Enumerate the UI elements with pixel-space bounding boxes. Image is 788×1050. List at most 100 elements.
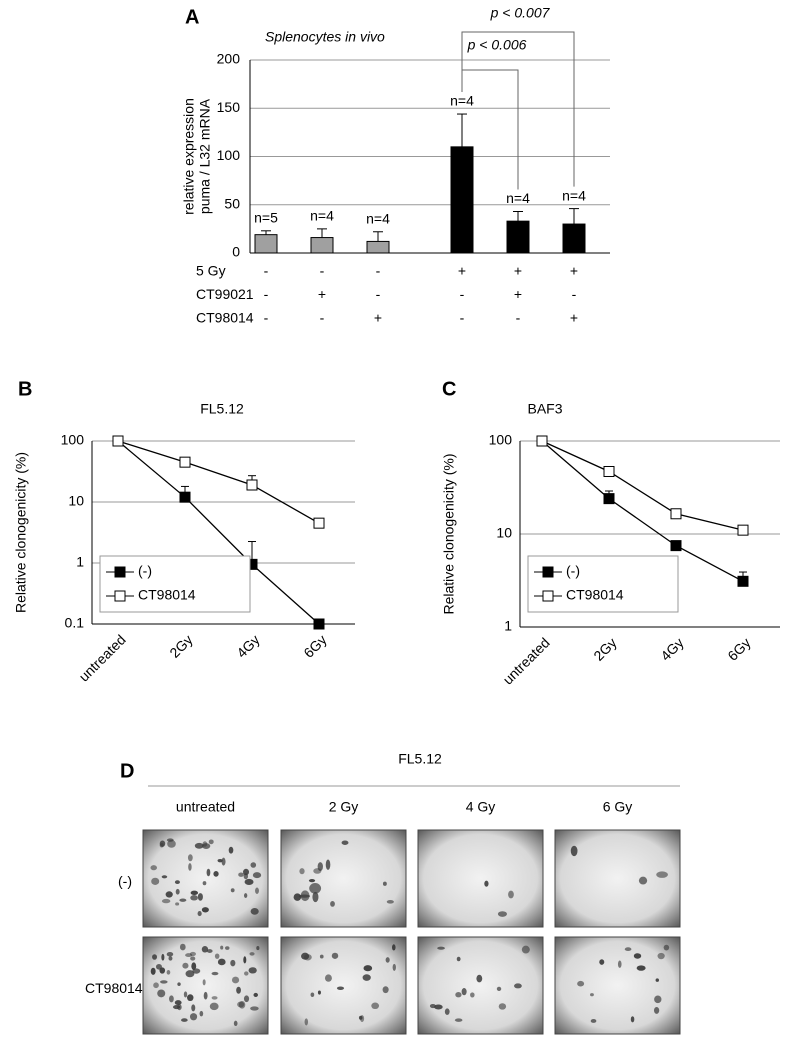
treatment-sign: - bbox=[264, 263, 269, 279]
colony bbox=[371, 1002, 380, 1010]
colony bbox=[456, 956, 461, 962]
colony bbox=[454, 1018, 463, 1022]
colony bbox=[220, 945, 224, 950]
colony bbox=[599, 959, 605, 965]
colony bbox=[175, 902, 180, 906]
colony bbox=[484, 880, 489, 887]
colony bbox=[202, 881, 207, 886]
marker bbox=[112, 435, 124, 447]
colony bbox=[624, 947, 632, 951]
colony bbox=[325, 859, 331, 870]
colony bbox=[166, 838, 174, 842]
colony bbox=[636, 965, 646, 971]
colony bbox=[230, 888, 235, 893]
colony bbox=[181, 1018, 188, 1022]
x-tick-label: 6Gy bbox=[724, 634, 753, 663]
colony bbox=[225, 946, 230, 950]
treatment-sign: - bbox=[320, 310, 325, 326]
x-tick-label: 2Gy bbox=[166, 631, 195, 660]
colony bbox=[238, 872, 244, 877]
colony bbox=[250, 1006, 259, 1011]
legend-marker bbox=[542, 590, 554, 602]
treatment-label: CT98014 bbox=[196, 310, 254, 326]
colony bbox=[429, 1003, 436, 1009]
colony bbox=[230, 959, 236, 967]
colony bbox=[179, 943, 186, 951]
colony bbox=[174, 1000, 182, 1006]
colony bbox=[382, 881, 387, 886]
colony bbox=[185, 953, 193, 958]
chart-title: FL5.12 bbox=[200, 401, 244, 417]
annotation: n=4 bbox=[506, 190, 530, 206]
colony bbox=[155, 963, 162, 970]
colony bbox=[161, 953, 165, 961]
series-line bbox=[541, 440, 744, 582]
marker bbox=[313, 618, 325, 630]
colony bbox=[508, 890, 514, 899]
colony bbox=[496, 986, 502, 991]
colony bbox=[173, 1005, 181, 1010]
colony bbox=[341, 840, 349, 845]
colony bbox=[317, 990, 321, 995]
x-tick-label: 6Gy bbox=[300, 631, 329, 660]
colony bbox=[201, 945, 209, 953]
treatment-sign: + bbox=[318, 286, 326, 302]
colony bbox=[317, 862, 323, 871]
colony bbox=[310, 992, 315, 998]
y-tick-label: 100 bbox=[489, 432, 513, 448]
treatment-sign: + bbox=[570, 310, 578, 326]
colony bbox=[630, 1016, 635, 1023]
x-tick-label: 4Gy bbox=[233, 631, 262, 660]
colony bbox=[168, 956, 173, 961]
annotation: n=4 bbox=[450, 93, 474, 109]
y-axis-label: Relative clonogenicity (%) bbox=[441, 453, 457, 614]
marker bbox=[737, 524, 749, 536]
colony bbox=[165, 891, 173, 898]
colony bbox=[187, 854, 193, 862]
y-axis-label-line: relative expression bbox=[181, 98, 197, 215]
colony bbox=[243, 956, 247, 964]
y-tick-label: 10 bbox=[496, 525, 512, 541]
treatment-sign: - bbox=[516, 310, 521, 326]
bar bbox=[450, 146, 474, 254]
row-label: CT98014 bbox=[85, 980, 143, 996]
treatment-label: CT99021 bbox=[196, 286, 254, 302]
colony bbox=[617, 960, 622, 968]
colony bbox=[201, 907, 209, 913]
legend-label: (-) bbox=[566, 563, 580, 579]
legend-box bbox=[527, 555, 679, 613]
colony bbox=[190, 890, 199, 895]
marker bbox=[603, 465, 615, 477]
bar bbox=[254, 234, 278, 254]
colony bbox=[360, 1015, 365, 1022]
treatment-sign: - bbox=[376, 286, 381, 302]
colony bbox=[211, 996, 218, 1000]
colony bbox=[150, 967, 156, 975]
colony bbox=[309, 883, 322, 894]
colony bbox=[362, 974, 371, 981]
comparison-label: p < 0.007 bbox=[490, 5, 551, 21]
annotation: n=4 bbox=[366, 210, 390, 226]
colony bbox=[206, 949, 213, 953]
colony bbox=[514, 983, 522, 989]
treatment-sign: + bbox=[514, 286, 522, 302]
micrograph bbox=[554, 829, 681, 928]
micrograph bbox=[417, 829, 544, 928]
colony bbox=[217, 958, 226, 966]
colony bbox=[312, 891, 319, 903]
marker bbox=[246, 479, 258, 491]
treatment-sign: - bbox=[320, 263, 325, 279]
colony bbox=[197, 911, 202, 917]
colony bbox=[243, 868, 250, 876]
colony bbox=[663, 944, 670, 951]
colony bbox=[228, 846, 234, 854]
colony bbox=[363, 965, 373, 972]
treatment-sign: - bbox=[460, 286, 465, 302]
colony bbox=[250, 862, 257, 868]
colony bbox=[211, 971, 219, 976]
y-tick-label: 1 bbox=[504, 618, 512, 634]
y-tick-label: 0 bbox=[232, 244, 240, 260]
comparison-bracket bbox=[461, 31, 575, 187]
colony bbox=[174, 880, 180, 885]
x-tick-label: 2Gy bbox=[590, 634, 619, 663]
